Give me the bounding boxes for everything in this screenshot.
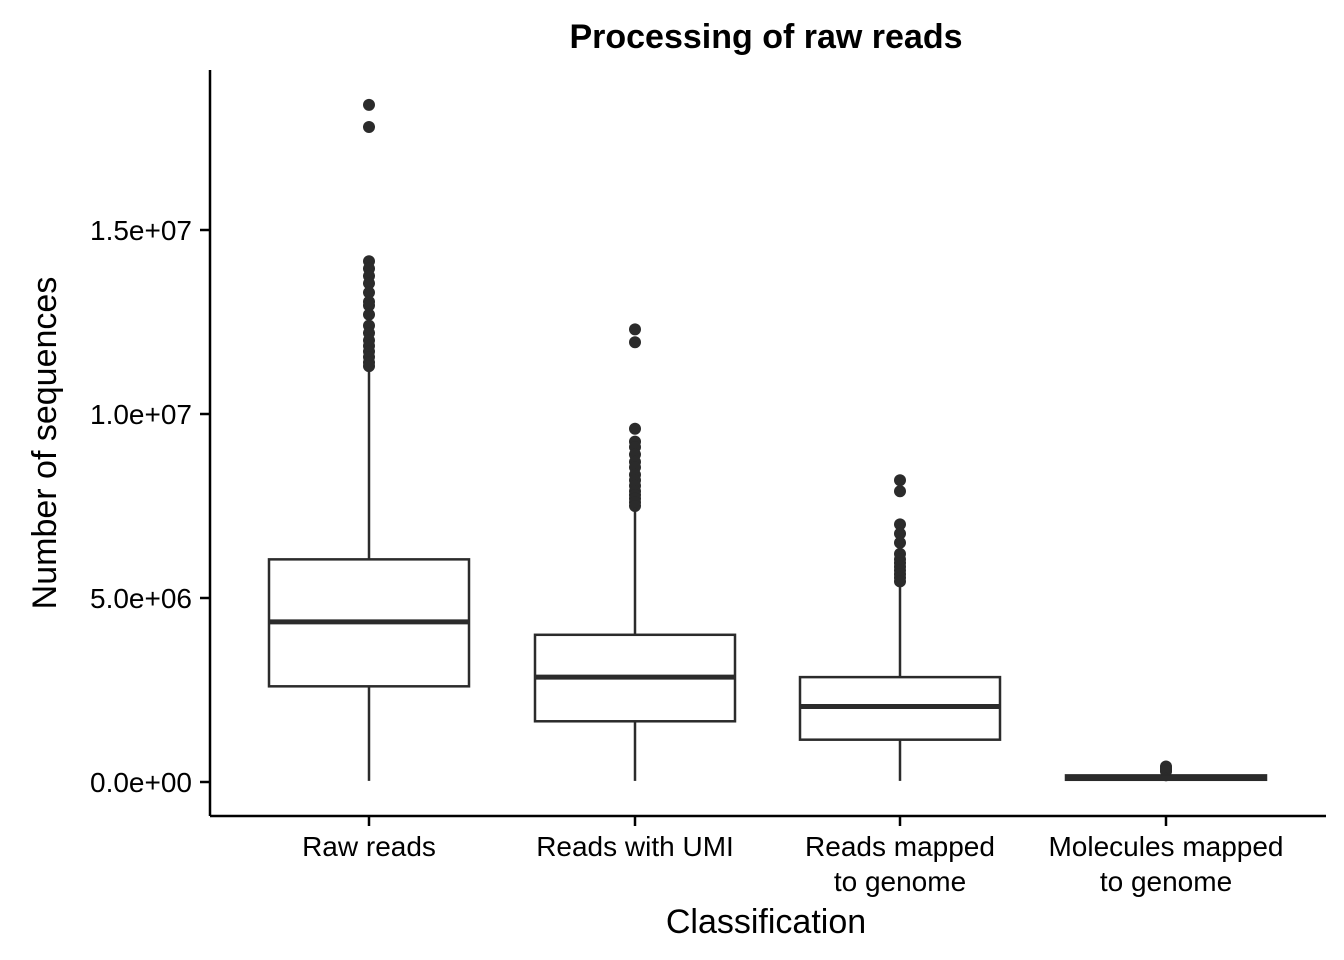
x-tick-label-line: to genome [1100,866,1232,897]
x-tick-label-line: Reads mapped [805,831,995,862]
x-axis-ticks: Raw reads Reads with UMI Reads mapped to ge… [302,816,1284,897]
box-group-4 [1064,760,1268,782]
box-group-1 [267,98,471,781]
outlier-point [363,98,375,111]
y-tick-label: 1.5e+07 [90,215,192,246]
x-tick-label: Molecules mapped to genome [1048,831,1283,897]
chart-title: Processing of raw reads [569,18,962,56]
outlier-point [894,474,906,487]
x-tick-label: Reads with UMI [536,831,734,862]
y-tick-label: 1.0e+07 [90,399,192,430]
outlier-point [894,536,906,549]
y-tick-label: 0.0e+00 [90,767,192,798]
x-tick-label-line: Reads with UMI [536,831,734,862]
y-tick-label: 5.0e+06 [90,583,192,614]
x-tick-label-line: to genome [834,866,966,897]
outlier-point [629,500,641,512]
outlier-point [894,575,906,588]
box-group-3 [798,474,1002,781]
outlier-point [894,518,906,531]
outlier-point [363,286,375,299]
outlier-point [629,323,641,336]
plot-area [267,98,1268,782]
x-tick-label: Reads mapped to genome [805,831,995,897]
outlier-point [363,120,375,133]
outlier-point [894,527,906,540]
outlier-point [894,485,906,498]
outlier-point [363,360,375,373]
x-tick-label-line: Raw reads [302,831,436,862]
x-tick-label: Raw reads [302,831,436,862]
outlier-point [363,299,375,312]
y-axis-ticks: 0.0e+00 5.0e+06 1.0e+07 1.5e+07 [90,215,210,798]
outlier-point [629,422,641,435]
y-axis-title: Number of sequences [26,277,64,610]
outlier-point [363,277,375,290]
outlier-point [629,336,641,349]
x-axis-title: Classification [666,903,866,941]
box-group-2 [533,323,737,781]
x-tick-label-line: Molecules mapped [1048,831,1283,862]
outlier-point [363,308,375,321]
